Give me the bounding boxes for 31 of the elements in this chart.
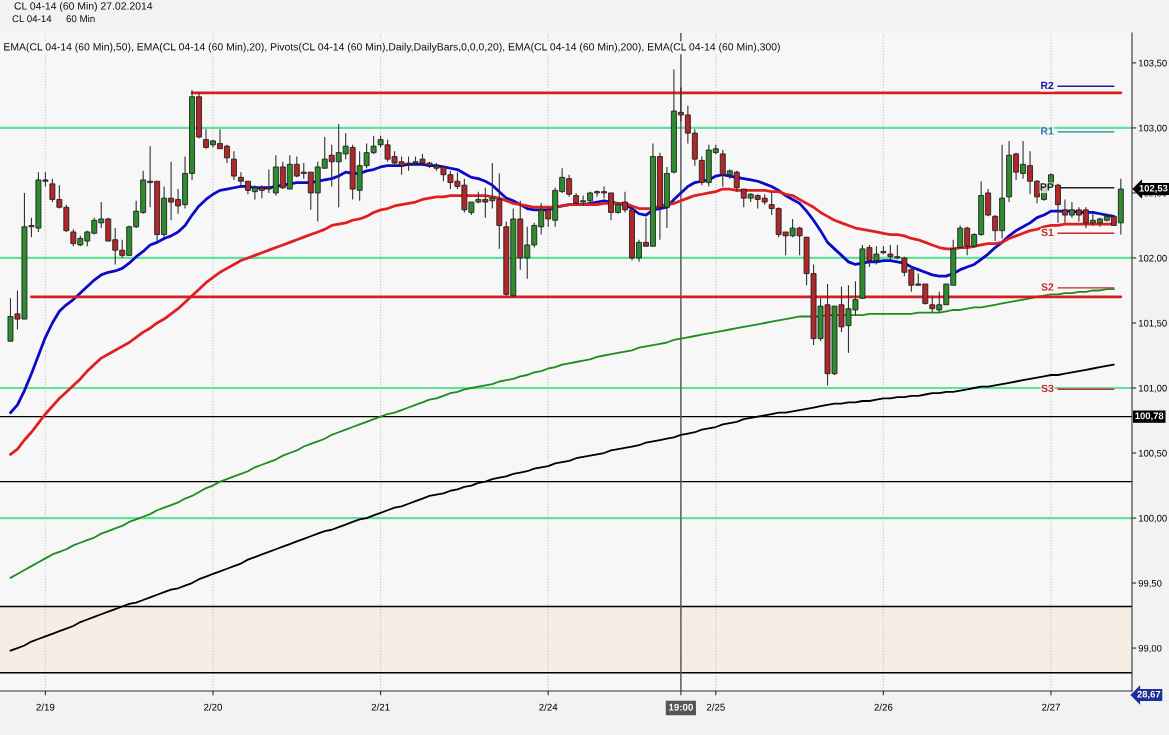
candlestick: [231, 150, 237, 181]
ref-line-label: 100,78: [1135, 412, 1164, 421]
x-tick-label: 19:00: [669, 703, 693, 711]
y-tick-label: 100,50: [1138, 449, 1167, 458]
series-label: S2: [1041, 283, 1054, 291]
y-tick-label: 100,00: [1138, 514, 1167, 523]
series-label: PP: [1040, 183, 1054, 191]
series-label: R2: [1041, 81, 1054, 90]
y-tick-label: 102,00: [1138, 254, 1167, 263]
y-tick-label: 99,00: [1138, 644, 1162, 653]
x-tick-label: 2/27: [1042, 703, 1060, 711]
x-tick-label: 2/21: [371, 703, 390, 711]
x-tick-label: 2/24: [539, 703, 558, 711]
chart-title: CL 04-14 (60 Min) 27.02.2014: [14, 2, 153, 12]
x-tick-label: 2/19: [36, 703, 55, 711]
series-label: S1: [1041, 228, 1054, 237]
y-tick-label: 101,00: [1138, 384, 1167, 393]
y-tick-label: 103,00: [1138, 124, 1167, 133]
y-tick-label: 103,50: [1138, 59, 1167, 68]
series-label: S3: [1041, 384, 1054, 393]
text: EMA(CL 04-14 (60 Min),50), EMA(CL 04-14 (60 Min),20), Pivots(CL 04-14 (60 Min),Daily,DailyBars,0,0,0,20), EMA(CL 04-14 (60 Min),200), EMA(CL 04-14 (60 Min),300): [4, 42, 780, 53]
x-tick-label: 2/20: [204, 703, 223, 711]
x-tick-label: 2/26: [874, 703, 893, 711]
series-label: R1: [1041, 127, 1054, 135]
text: CL 04-14: [12, 15, 52, 23]
text: 28,67: [1137, 690, 1161, 699]
y-tick-label: 99,50: [1138, 579, 1162, 588]
text: 60 Min: [66, 15, 95, 23]
x-tick-label: 2/25: [706, 703, 725, 711]
y-tick-label: 101,50: [1138, 319, 1167, 328]
text: 102,53: [1139, 184, 1168, 193]
